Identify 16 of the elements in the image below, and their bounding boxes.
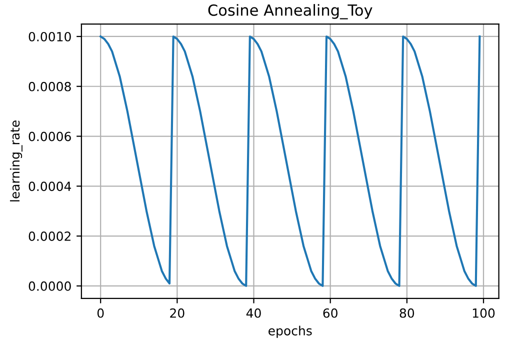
y-tick-label: 0.0006 [28, 132, 71, 142]
y-axis-title: learning_rate [10, 120, 22, 202]
y-tick-label: 0.0010 [28, 32, 71, 42]
y-tick-label: 0.0008 [28, 82, 71, 92]
x-axis-title: epochs [268, 326, 312, 338]
x-tick-label: 80 [400, 308, 414, 318]
y-tick-label: 0.0000 [28, 281, 71, 291]
line-series [100, 35, 481, 287]
y-tick-label: 0.0004 [28, 182, 72, 192]
x-tick-label: 0 [97, 308, 104, 318]
x-tick-label: 60 [323, 308, 338, 318]
chart-title: Cosine Annealing_Toy [208, 4, 372, 20]
x-tick-label: 100 [472, 308, 495, 318]
x-tick-label: 20 [170, 308, 184, 318]
y-tick-label: 0.0002 [28, 232, 70, 241]
x-tick-label: 40 [246, 308, 261, 318]
